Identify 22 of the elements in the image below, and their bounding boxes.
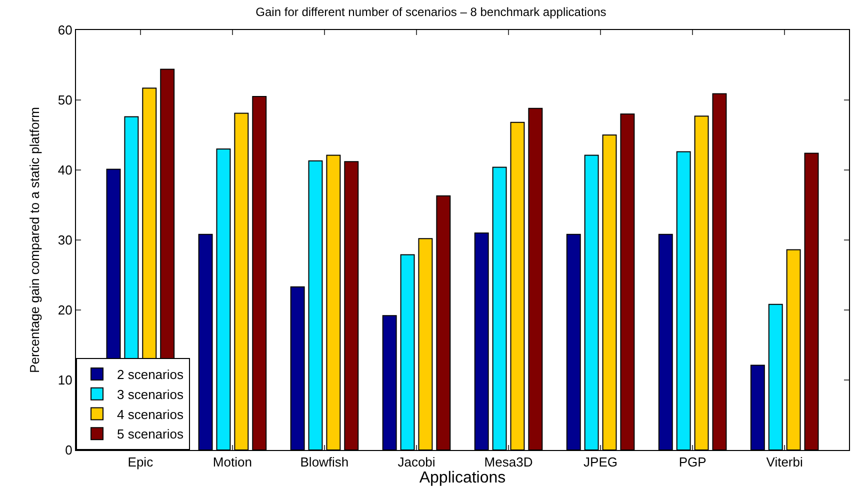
y-tick-label: 10: [58, 372, 72, 388]
y-tick-label: 60: [58, 22, 72, 38]
x-tick-label: PGP: [678, 454, 706, 470]
x-tick-label: Blowfish: [300, 454, 349, 470]
x-tick-label: JPEG: [584, 454, 618, 470]
x-tick-label: Mesa3D: [484, 454, 533, 470]
y-axis-title: Percentage gain compared to a static platform: [26, 107, 42, 373]
x-tick-label: Epic: [128, 454, 154, 470]
legend-label: 2 scenarios: [117, 367, 184, 382]
chart-title: Gain for different number of scenarios – 8 benchmark applications: [256, 4, 606, 19]
x-tick-label: Viterbi: [766, 454, 803, 470]
y-tick-label: 40: [58, 162, 72, 178]
y-tick-label: 30: [58, 232, 72, 248]
y-tick-label: 50: [58, 92, 72, 108]
legend-label: 3 scenarios: [117, 386, 184, 402]
y-tick-label: 20: [58, 302, 72, 318]
y-tick-label: 0: [65, 442, 72, 458]
legend-label: 5 scenarios: [117, 426, 184, 442]
x-tick-label: Jacobi: [398, 454, 436, 470]
x-axis-title: Applications: [419, 470, 506, 487]
legend-label: 4 scenarios: [117, 406, 184, 422]
x-tick-label: Motion: [212, 454, 252, 470]
